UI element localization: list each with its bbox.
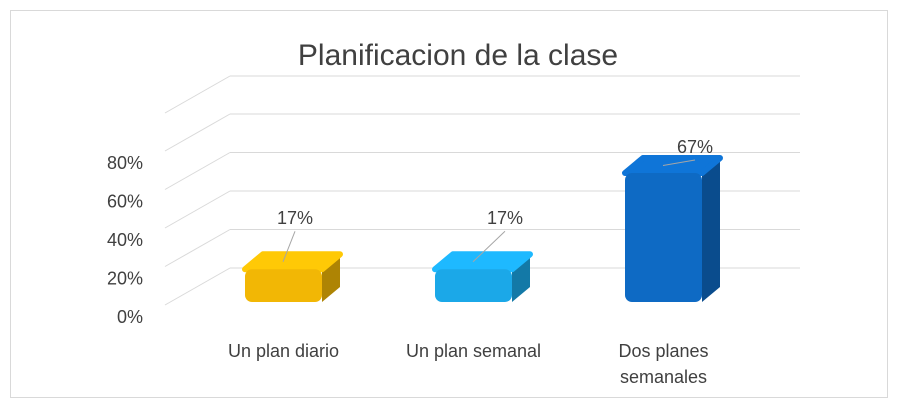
leader-line: [472, 230, 506, 263]
y-tick-label: 60%: [107, 191, 143, 211]
chart-title: Planificacion de la clase: [298, 39, 618, 72]
x-tick-label: Dos planes semanales: [618, 341, 709, 387]
chart-frame: [10, 10, 888, 398]
bar-front: [625, 173, 702, 302]
x-tick-label: Un plan diario: [227, 341, 340, 361]
bar: [432, 251, 533, 302]
wall-edge: [164, 75, 231, 114]
grid-line: [164, 152, 231, 190]
x-tick-label: Un plan semanal: [405, 341, 542, 361]
y-tick-label: 0%: [117, 307, 143, 327]
data-label: 17%: [487, 208, 523, 228]
y-tick-label: 80%: [107, 153, 143, 173]
bar-top: [432, 251, 533, 273]
y-tick-label: 20%: [107, 268, 143, 288]
data-label: 17%: [277, 208, 313, 228]
x-tick-text: Un plan semanal: [405, 341, 542, 361]
bar: [622, 155, 723, 302]
bar-side: [702, 158, 720, 302]
x-tick-text: Dos planes semanales: [618, 341, 709, 387]
bar-top: [242, 251, 343, 273]
grid-line: [164, 190, 231, 229]
data-label: 67%: [677, 137, 713, 157]
grid-line: [164, 267, 231, 306]
leader-line: [662, 159, 696, 167]
leader-line: [282, 231, 296, 262]
bar: [242, 251, 343, 302]
x-tick-text: Un plan diario: [227, 341, 340, 361]
bar-top: [622, 155, 723, 177]
y-tick-label: 40%: [107, 230, 143, 250]
bar-front: [245, 269, 322, 302]
bar-front: [435, 269, 512, 302]
grid-line: [164, 229, 231, 267]
grid-line: [164, 113, 231, 152]
